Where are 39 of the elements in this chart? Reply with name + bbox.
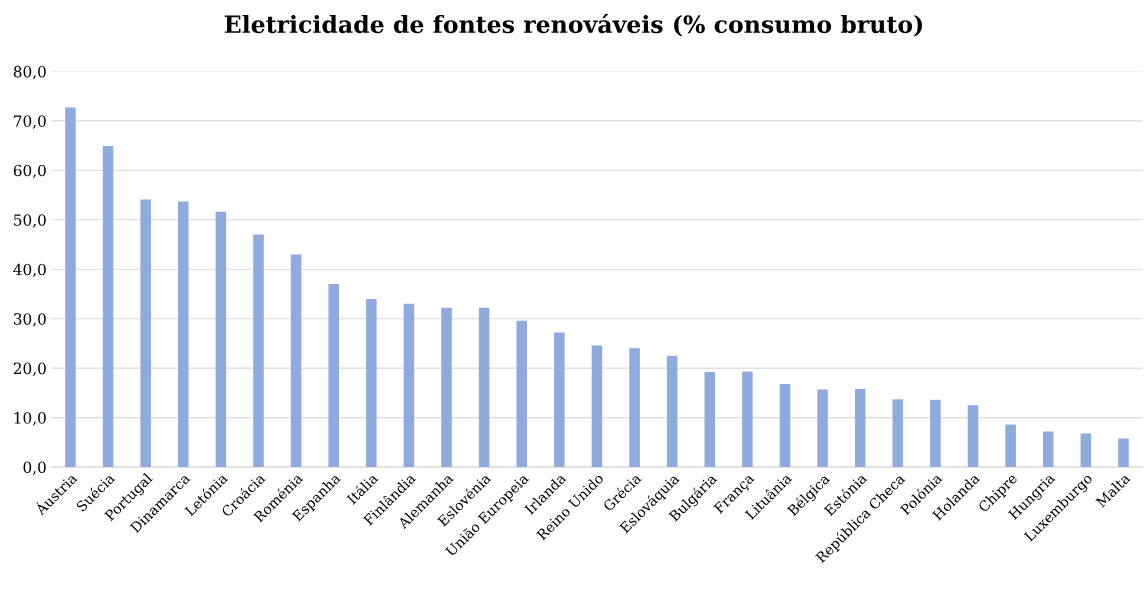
bar [65, 107, 76, 468]
bar [178, 201, 189, 468]
y-tick-label: 50,0 [14, 214, 46, 228]
bar [779, 383, 791, 468]
bar [1042, 431, 1054, 468]
bar [1080, 433, 1092, 468]
bar [102, 146, 114, 468]
y-tick-label: 10,0 [14, 412, 46, 426]
y-tick-label: 20,0 [13, 362, 46, 377]
bar [591, 345, 603, 468]
bar [742, 371, 753, 468]
bar [854, 388, 866, 468]
bar [666, 355, 678, 468]
bar [253, 234, 264, 468]
bar [629, 348, 640, 468]
y-tick-label: 40,0 [13, 263, 46, 278]
y-tick-label: 70,0 [14, 115, 46, 129]
bar [892, 399, 904, 468]
bar [366, 298, 377, 468]
bar [1118, 438, 1129, 468]
y-tick-label: 60,0 [13, 164, 46, 179]
bar [817, 389, 828, 468]
bar [403, 303, 415, 468]
bar [930, 399, 941, 468]
bar [967, 405, 979, 468]
y-tick-label: 30,0 [13, 313, 46, 327]
bar [441, 307, 452, 468]
y-tick-label: 80,0 [13, 65, 46, 80]
bar [516, 320, 528, 468]
bar [215, 211, 227, 468]
bar [290, 254, 302, 468]
bar [554, 332, 565, 468]
chart-title: Eletricidade de fontes renováveis (% consumo bruto) [224, 13, 923, 37]
bar [1005, 424, 1016, 468]
bar [704, 372, 716, 468]
y-tick-label: 0,0 [23, 461, 46, 475]
bar [478, 307, 490, 468]
bar [328, 284, 339, 468]
bar [140, 199, 151, 468]
